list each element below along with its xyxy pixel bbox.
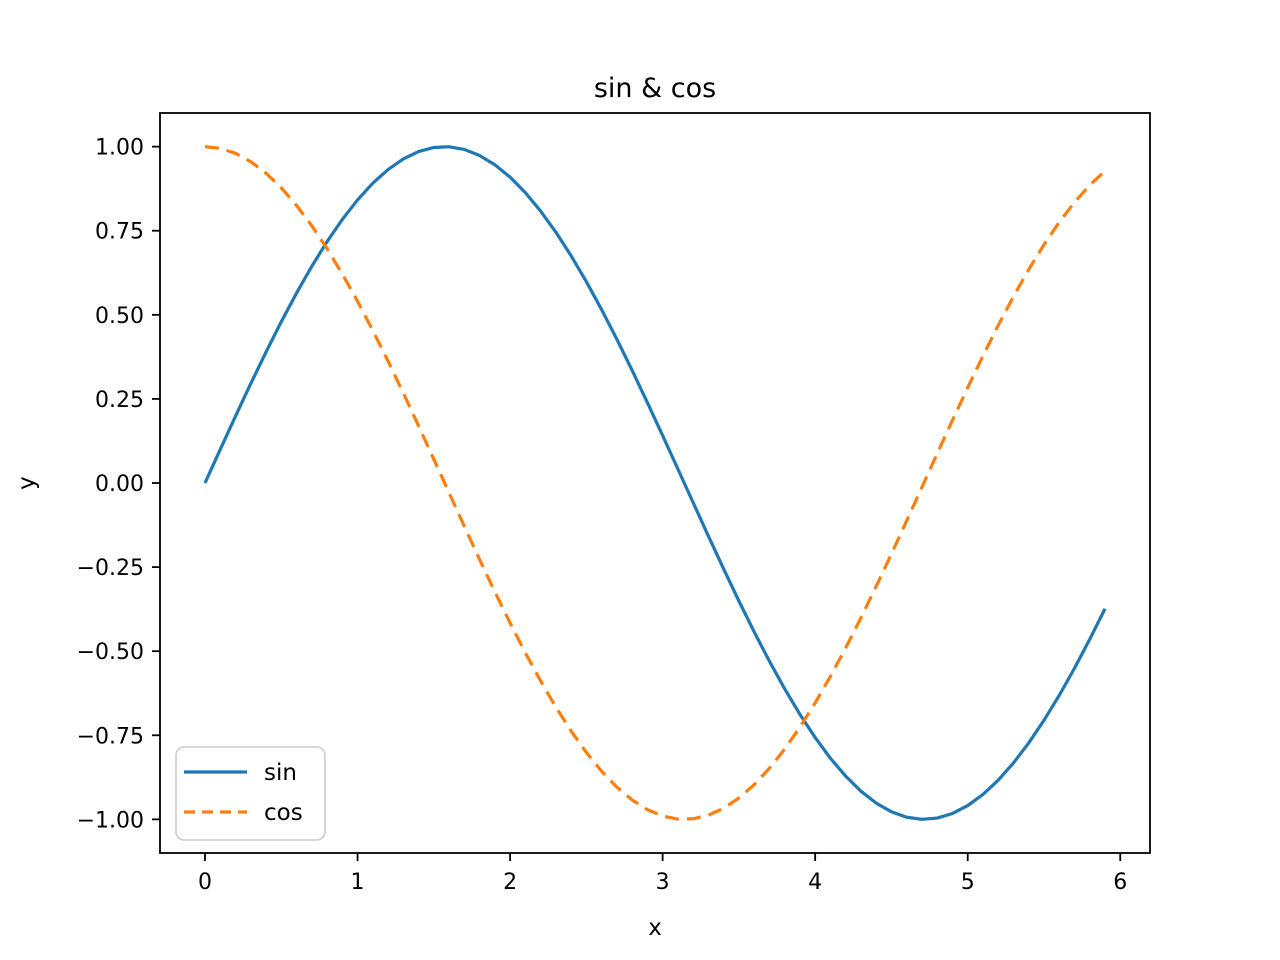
legend: sin cos: [175, 746, 326, 841]
legend-box: [175, 746, 326, 841]
x-tick-label: 5: [961, 870, 975, 895]
y-tick-label: 0.50: [95, 304, 144, 329]
y-tick-label: 0.25: [95, 388, 144, 413]
x-tick-label: 1: [351, 870, 365, 895]
x-tick-label: 6: [1113, 870, 1127, 895]
x-axis-label: x: [648, 915, 662, 941]
series-lines: [203, 145, 1107, 821]
y-tick-label: −0.25: [77, 556, 144, 581]
line-cos: [204, 145, 1107, 821]
y-tick-label: 0.75: [95, 220, 144, 245]
x-tick-label: 2: [503, 870, 517, 895]
y-tick-label: 0.00: [95, 472, 144, 497]
y-tick-label: 1.00: [95, 136, 144, 161]
x-tick-label: 0: [198, 870, 212, 895]
x-tick-label: 3: [656, 870, 670, 895]
y-tick-label: −1.00: [77, 808, 144, 833]
y-tick-label: −0.75: [77, 724, 144, 749]
y-axis-label: y: [14, 476, 40, 490]
line-sin: [203, 145, 1107, 821]
x-tick-label: 4: [808, 870, 822, 895]
axis-ticks: 0 1 2 3 4 5 6 −1.00 −0.75 −0.50 −0.25 0.00 0.25 0.50 0…: [77, 136, 1128, 895]
legend-label-sin: sin: [264, 760, 297, 786]
legend-label-cos: cos: [264, 800, 303, 826]
y-tick-label: −0.50: [77, 640, 144, 665]
plot-area: [160, 113, 1150, 853]
chart-title: sin & cos: [594, 73, 716, 104]
